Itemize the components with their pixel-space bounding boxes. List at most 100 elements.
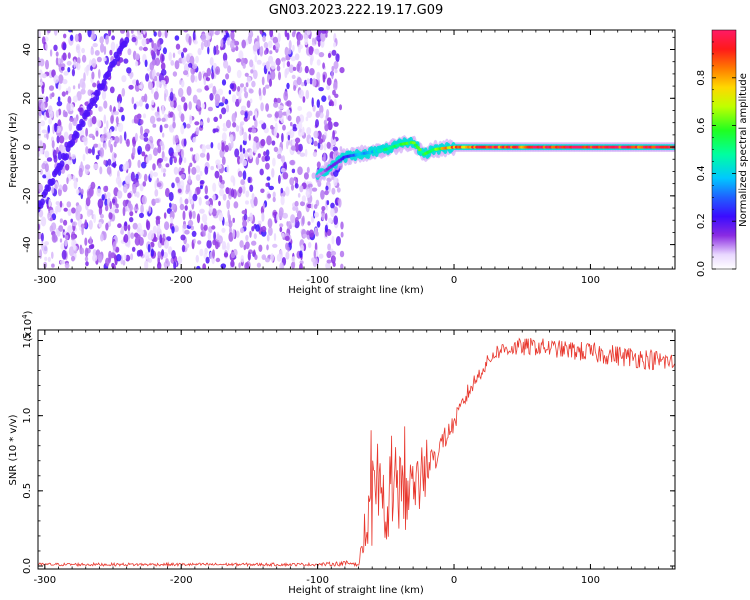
noise-speckle: [265, 149, 270, 157]
noise-speckle: [292, 206, 297, 211]
noise-speckle: [321, 30, 327, 34]
noise-speckle: [261, 122, 267, 130]
noise-speckle: [239, 240, 244, 248]
noise-speckle: [324, 190, 329, 196]
y-tick-label: 0.0: [22, 558, 33, 574]
noise-speckle: [230, 260, 235, 268]
noise-speckle: [61, 66, 65, 71]
noise-speckle: [315, 110, 321, 117]
noise-speckle: [241, 39, 246, 49]
noise-speckle: [172, 71, 178, 77]
noise-speckle: [114, 254, 117, 263]
noise-speckle: [179, 203, 185, 211]
noise-speckle: [175, 144, 181, 153]
noise-speckle: [297, 193, 301, 198]
noise-speckle: [296, 63, 301, 72]
noise-speckle: [178, 157, 182, 166]
noise-speckle: [92, 82, 97, 88]
noise-speckle: [333, 121, 339, 127]
noise-speckle: [267, 218, 273, 229]
noise-speckle: [180, 124, 185, 135]
noise-speckle: [110, 41, 116, 52]
noise-speckle: [219, 183, 225, 189]
noise-speckle: [272, 44, 276, 51]
noise-speckle: [109, 49, 113, 56]
noise-speckle: [59, 238, 63, 243]
noise-speckle: [199, 152, 206, 158]
noise-speckle: [220, 38, 224, 48]
noise-speckle: [278, 174, 281, 184]
noise-speckle: [222, 122, 226, 128]
noise-speckle: [308, 242, 312, 249]
noise-speckle: [318, 52, 325, 58]
noise-speckle: [110, 137, 113, 143]
noise-speckle: [286, 100, 292, 107]
noise-speckle: [157, 261, 162, 269]
noise-speckle: [207, 106, 213, 112]
noise-speckle: [232, 228, 236, 239]
noise-speckle: [51, 233, 58, 243]
noise-speckle: [87, 190, 92, 199]
drift-streak-blob: [50, 178, 56, 185]
noise-speckle: [304, 38, 309, 46]
noise-speckle: [151, 99, 155, 106]
noise-speckle: [99, 36, 104, 44]
noise-speckle: [192, 193, 198, 202]
noise-speckle: [285, 242, 289, 250]
noise-speckle: [55, 109, 60, 118]
noise-speckle: [280, 167, 286, 173]
noise-speckle: [265, 182, 269, 187]
colorbar-tick-label: 0.6: [696, 118, 707, 134]
noise-speckle: [299, 185, 304, 193]
noise-speckle: [38, 122, 41, 133]
noise-speckle: [149, 170, 154, 179]
noise-speckle: [254, 110, 258, 120]
noise-speckle: [138, 236, 144, 246]
noise-speckle: [221, 107, 227, 115]
noise-speckle: [251, 226, 255, 232]
noise-speckle: [247, 251, 251, 261]
noise-speckle: [100, 135, 105, 143]
noise-speckle: [132, 222, 138, 230]
noise-speckle: [66, 60, 72, 66]
noise-speckle: [129, 217, 134, 223]
noise-speckle: [259, 30, 264, 35]
noise-speckle: [313, 204, 318, 209]
noise-speckle: [135, 53, 140, 61]
noise-speckle: [241, 210, 247, 215]
noise-speckle: [257, 153, 261, 159]
noise-speckle: [99, 147, 104, 157]
noise-speckle: [227, 65, 232, 74]
noise-speckle: [223, 60, 229, 69]
noise-speckle: [141, 38, 147, 47]
noise-speckle: [221, 79, 227, 86]
noise-speckle: [109, 129, 112, 135]
spectrogram-y-ticks: -40 -20 0 20 40: [22, 36, 675, 270]
noise-speckle: [162, 47, 167, 55]
noise-speckle: [277, 32, 281, 43]
noise-speckle: [279, 262, 284, 269]
noise-speckle: [332, 89, 336, 96]
noise-speckle: [284, 30, 288, 38]
noise-speckle: [279, 223, 284, 228]
noise-speckle: [184, 198, 189, 205]
noise-speckle: [80, 88, 86, 95]
noise-speckle: [253, 249, 256, 256]
noise-speckle: [246, 100, 251, 108]
noise-speckle: [144, 59, 148, 68]
noise-speckle: [195, 254, 199, 263]
noise-speckle: [57, 151, 62, 161]
noise-speckle: [188, 101, 192, 111]
noise-speckle: [71, 221, 78, 227]
noise-speckle: [194, 75, 198, 83]
noise-speckle: [266, 176, 271, 181]
noise-speckle: [224, 221, 229, 227]
noise-speckle: [229, 83, 235, 90]
noise-speckle: [233, 201, 239, 209]
noise-speckle: [256, 262, 261, 268]
noise-speckle: [192, 94, 198, 104]
noise-speckle: [299, 152, 306, 157]
noise-speckle: [306, 111, 313, 118]
noise-speckle: [138, 46, 143, 51]
noise-speckle: [304, 148, 308, 158]
